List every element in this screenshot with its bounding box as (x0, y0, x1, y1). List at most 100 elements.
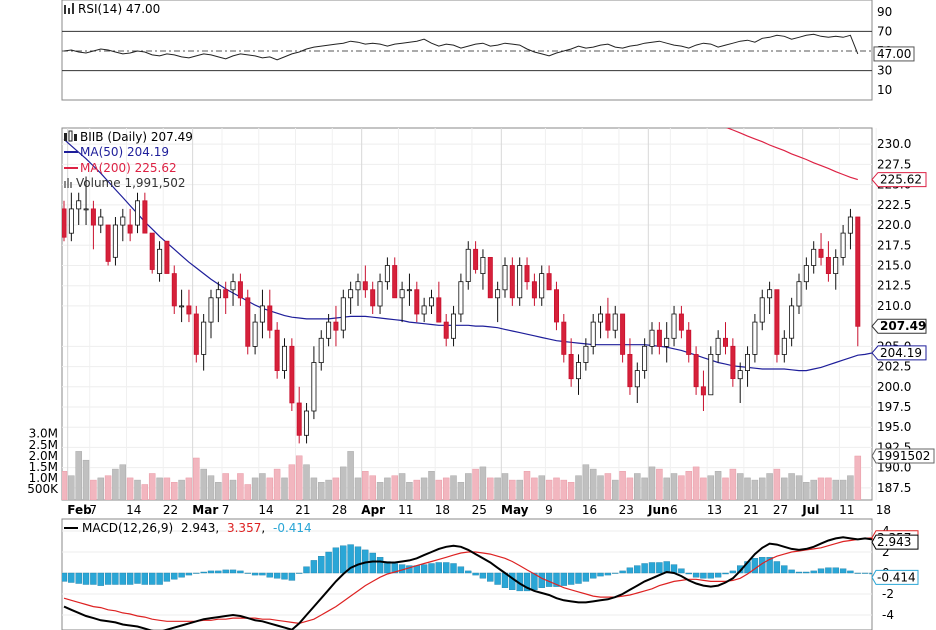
candle (554, 281, 560, 331)
candle (83, 176, 89, 225)
volume-bar (692, 466, 700, 500)
macd-legend-signal: 3.357 (227, 521, 261, 535)
volume-bar (420, 477, 428, 500)
date-label: 7 (89, 503, 97, 517)
volume-bar (104, 475, 112, 500)
ma200-callout-box (871, 172, 927, 188)
price-tick-label: 217.5 (877, 238, 911, 252)
candle (362, 265, 368, 298)
ma200-legend: MA(200) 225.62 (80, 161, 177, 175)
macd-histogram-bar (795, 571, 803, 574)
candle-body (745, 353, 751, 371)
price-panel: 230.0227.5225.0222.5220.0217.5215.0212.5… (27, 127, 935, 517)
volume-bar (714, 471, 722, 500)
volume-bar (340, 466, 347, 500)
price-tick-label: 200.0 (877, 380, 911, 394)
macd-histogram-bar (847, 570, 854, 574)
candle (458, 273, 464, 323)
date-label: May (501, 503, 529, 517)
volume-bar (700, 477, 707, 500)
candle-body (149, 232, 155, 270)
candle (134, 192, 140, 234)
candle (495, 281, 501, 323)
candle-body (326, 321, 332, 339)
volume-bar (171, 482, 178, 500)
candle (774, 289, 780, 363)
date-label: 21 (295, 503, 310, 517)
candle-body (509, 265, 515, 299)
candle (642, 338, 648, 379)
candle (230, 273, 236, 306)
volume-tick-label: 2.5M (29, 438, 58, 452)
macd-histogram-bar (119, 572, 127, 585)
candle-body (730, 345, 736, 379)
macd-histogram-bar (553, 572, 560, 587)
rsi-tick-label: 10 (877, 83, 892, 97)
macd-histogram-bar (692, 572, 700, 578)
macd-histogram-bar (193, 572, 200, 574)
candle (737, 362, 743, 403)
volume-bar (736, 473, 744, 500)
candle-body (76, 200, 82, 210)
candle (649, 322, 655, 355)
macd-histogram-bar (251, 572, 259, 576)
rsi-legend-icon (64, 3, 74, 14)
macd-histogram-bar (545, 572, 553, 587)
macd-histogram-bar (523, 572, 531, 592)
candle (517, 257, 523, 306)
price-tick-label: 202.5 (877, 360, 911, 374)
date-label: 13 (707, 503, 722, 517)
macd-histogram-bar (626, 567, 634, 574)
macd-callout-value: 2.943 (877, 535, 911, 549)
candle (340, 289, 346, 339)
candlesticks (62, 176, 861, 444)
volume-bar (288, 464, 296, 500)
candle-body (781, 337, 787, 355)
last-price-callout-value: 207.49 (880, 319, 926, 333)
candle (370, 281, 376, 314)
volume-bar (538, 475, 546, 500)
macd-histogram-bar (200, 571, 207, 574)
macd-histogram-bar (310, 560, 318, 574)
candle (847, 208, 853, 250)
candle-body (105, 224, 111, 262)
macd-callouts: 3.3572.943-0.414 (871, 530, 919, 585)
candle-body (98, 216, 104, 226)
volume-bar (97, 477, 105, 500)
date-label: 18 (435, 503, 450, 517)
macd-histogram-bar (781, 565, 788, 574)
candle-body (171, 273, 177, 307)
candle-body (664, 337, 670, 347)
candle-body (377, 281, 383, 307)
date-label: 23 (619, 503, 634, 517)
rsi-callout-value: 47.00 (877, 47, 911, 61)
volume-bar (251, 477, 259, 500)
candle-body (406, 289, 412, 292)
candle (759, 289, 765, 331)
macd-histogram-bar (634, 565, 641, 574)
macd-panel: 420-2-4 3.3572.943-0.414 MACD(12,26,9) 2… (61, 518, 919, 630)
volume-tick-label: 1.5M (29, 460, 58, 474)
candle-body (840, 232, 846, 258)
candle-body (245, 297, 251, 347)
macd-histogram-bar (788, 569, 795, 574)
candle (157, 241, 163, 282)
rsi-tick-label: 90 (877, 5, 892, 19)
macd-histogram-bar (803, 571, 810, 574)
macd-legend-value: 2.943 (181, 521, 215, 535)
macd-histogram-bar (861, 572, 869, 574)
volume-bar (788, 473, 795, 500)
candle (723, 322, 729, 355)
volume-bar (244, 484, 252, 500)
candle-body (311, 362, 317, 412)
volume-bar (148, 473, 156, 500)
volume-legend: Volume 1,991,502 (76, 176, 186, 190)
macd-histogram-bar (839, 568, 847, 574)
rsi-tick-label: 70 (877, 24, 892, 38)
volume-bar (560, 479, 568, 500)
macd-histogram-bar (340, 545, 347, 574)
candle-body (384, 265, 390, 283)
volume-bar (648, 466, 656, 500)
price-tick-label: 190.0 (877, 461, 911, 475)
macd-histogram-bar (237, 570, 244, 574)
